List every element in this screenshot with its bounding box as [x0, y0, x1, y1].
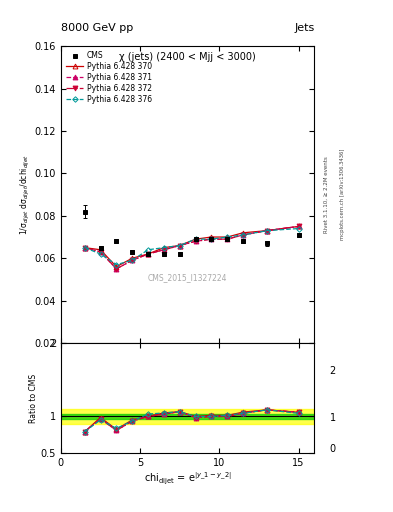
- Text: 8000 GeV pp: 8000 GeV pp: [61, 23, 133, 33]
- Text: Rivet 3.1.10, ≥ 2.2M events: Rivet 3.1.10, ≥ 2.2M events: [324, 156, 329, 233]
- Text: 1: 1: [330, 413, 336, 423]
- Text: 2: 2: [330, 366, 336, 376]
- Text: 0: 0: [330, 444, 336, 454]
- Y-axis label: 1/σ$_{dijet}$ dσ$_{dijet}$/dchi$_{dijet}$: 1/σ$_{dijet}$ dσ$_{dijet}$/dchi$_{dijet}…: [19, 154, 32, 235]
- Bar: [61, 414, 314, 419]
- Bar: [61, 409, 314, 424]
- Y-axis label: Ratio to CMS: Ratio to CMS: [29, 374, 38, 423]
- Text: CMS_2015_I1327224: CMS_2015_I1327224: [148, 273, 228, 282]
- Text: χ (jets) (2400 < Mjj < 3000): χ (jets) (2400 < Mjj < 3000): [119, 52, 256, 62]
- Text: Jets: Jets: [294, 23, 314, 33]
- X-axis label: chi$_{\mathregular{dijet}}$ = e$^{|y\_1-y\_2|}$: chi$_{\mathregular{dijet}}$ = e$^{|y\_1-…: [144, 471, 231, 487]
- Text: mcplots.cern.ch [arXiv:1306.3436]: mcplots.cern.ch [arXiv:1306.3436]: [340, 149, 345, 240]
- Legend: CMS, Pythia 6.428 370, Pythia 6.428 371, Pythia 6.428 372, Pythia 6.428 376: CMS, Pythia 6.428 370, Pythia 6.428 371,…: [65, 50, 154, 105]
